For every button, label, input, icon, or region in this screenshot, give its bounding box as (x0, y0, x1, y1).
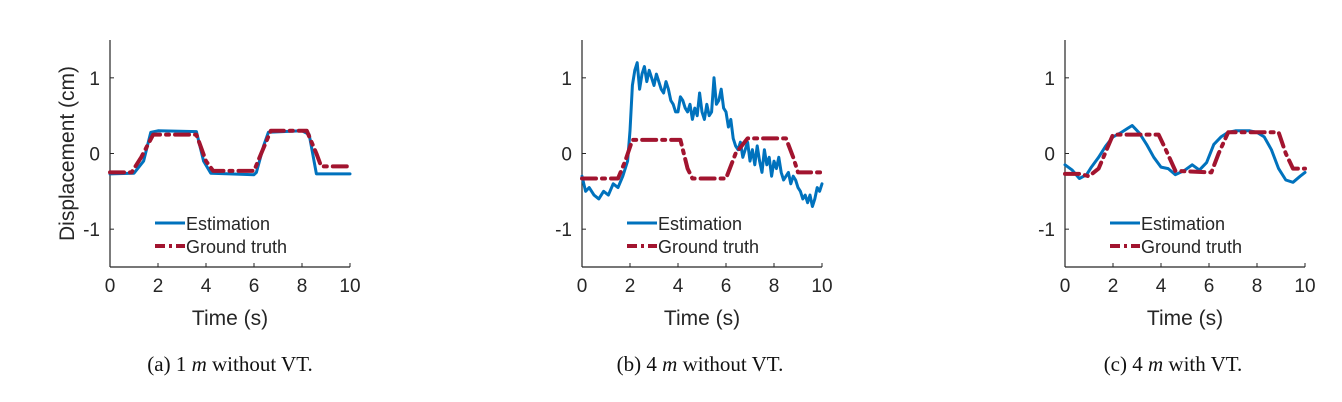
x-tick-label: 6 (1204, 276, 1215, 297)
x-tick-label: 8 (769, 276, 780, 297)
estimation-line (1063, 124, 1307, 184)
legend-label-estimation: Estimation (186, 214, 270, 234)
legend-label-ground-truth: Ground truth (186, 237, 287, 257)
x-tick-label: 6 (721, 276, 732, 297)
ground-truth-line (108, 128, 352, 175)
legend-label-ground-truth: Ground truth (1141, 237, 1242, 257)
caption-c-suffix: with VT. (1163, 352, 1243, 376)
x-tick-label: 2 (153, 276, 164, 297)
legend-label-estimation: Estimation (658, 214, 742, 234)
x-tick-label: 0 (1060, 276, 1071, 297)
estimation-line (580, 61, 824, 208)
y-tick-label: 0 (561, 145, 572, 166)
chart-panel-b: 0 2 4 6 8 10 -1 0 1 Time (s) Estimation Ground trut… (555, 40, 833, 330)
caption-a-prefix: (a) 1 (147, 352, 192, 376)
y-tick-label: -1 (83, 220, 100, 241)
y-tick-label: -1 (555, 220, 572, 241)
y-tick-label: 1 (1044, 69, 1055, 90)
chart-panel-c: 0 2 4 6 8 10 -1 0 1 Time (s) Estimation Ground trut… (1038, 40, 1316, 330)
caption-a-unit: m (191, 352, 207, 376)
x-tick-label: 6 (249, 276, 260, 297)
caption-c-prefix: (c) 4 (1103, 352, 1148, 376)
caption-b-prefix: (b) 4 (616, 352, 663, 376)
x-tick-label: 4 (201, 276, 212, 297)
y-axis-label: Displacement (cm) (56, 66, 79, 241)
ground-truth-line (1063, 130, 1307, 179)
y-tick-label: 0 (1044, 145, 1055, 166)
x-tick-label: 0 (577, 276, 588, 297)
caption-a-suffix: without VT. (206, 352, 313, 376)
caption-c: (c) 4 m with VT. (993, 352, 1342, 377)
y-tick-label: -1 (1038, 220, 1055, 241)
y-tick-label: 1 (561, 69, 572, 90)
caption-b-suffix: without VT. (677, 352, 784, 376)
x-tick-label: 10 (811, 276, 832, 297)
x-axis-label: Time (s) (664, 307, 740, 330)
x-tick-label: 10 (339, 276, 360, 297)
x-tick-label: 0 (105, 276, 116, 297)
legend-label-ground-truth: Ground truth (658, 237, 759, 257)
x-tick-label: 4 (1156, 276, 1167, 297)
ground-truth-line (580, 136, 824, 181)
caption-a: (a) 1 m without VT. (50, 352, 410, 377)
x-tick-label: 10 (1294, 276, 1315, 297)
x-tick-label: 8 (297, 276, 308, 297)
caption-b-unit: m (662, 352, 678, 376)
x-tick-label: 8 (1252, 276, 1263, 297)
y-tick-label: 1 (89, 69, 100, 90)
caption-b: (b) 4 m without VT. (520, 352, 880, 377)
x-axis-label: Time (s) (1147, 307, 1223, 330)
x-tick-label: 4 (673, 276, 684, 297)
caption-c-unit: m (1148, 352, 1164, 376)
x-axis-label: Time (s) (192, 307, 268, 330)
legend-label-estimation: Estimation (1141, 214, 1225, 234)
chart-panel-a: 0 2 4 6 8 10 -1 0 1 Time (s) Displacement (cm) Esti… (56, 40, 361, 330)
x-tick-label: 2 (1108, 276, 1119, 297)
x-tick-label: 2 (625, 276, 636, 297)
y-tick-label: 0 (89, 145, 100, 166)
